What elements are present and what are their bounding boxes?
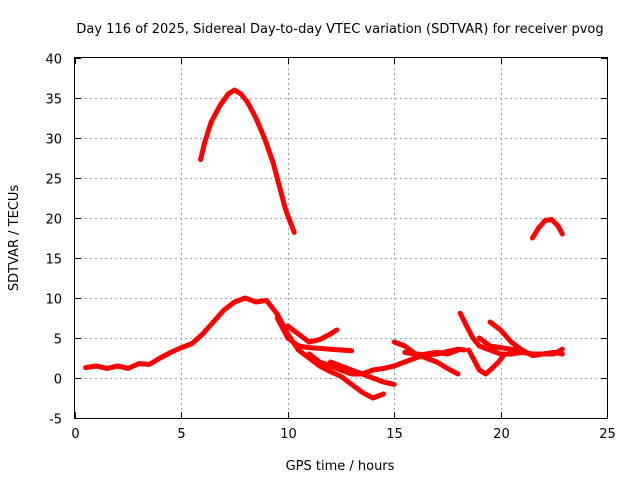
series-track-late-2 xyxy=(327,359,397,387)
series-track-mid xyxy=(274,315,355,354)
y-axis-label: SDTVAR / TECUs xyxy=(7,185,22,292)
axis-ticks: 0 5 10 15 20 25 -5 0 5 10 15 20 25 30 35 40 xyxy=(45,53,615,443)
series-track-late-4 xyxy=(402,346,467,358)
x-tick-label: 0 xyxy=(71,427,79,442)
series-track-late-7 xyxy=(487,319,565,359)
y-tick-label: 25 xyxy=(45,173,62,188)
y-tick-label: 0 xyxy=(54,373,62,388)
y-tick-label: -5 xyxy=(49,413,62,428)
y-tick-label: 30 xyxy=(45,133,62,148)
series-track-main xyxy=(83,295,387,401)
chart-title: Day 116 of 2025, Sidereal Day-to-day VTE… xyxy=(76,22,603,37)
y-tick-label: 15 xyxy=(45,253,62,268)
x-tick-label: 25 xyxy=(599,427,616,442)
series-track-high-arc xyxy=(198,87,297,235)
y-tick-label: 35 xyxy=(45,93,62,108)
x-tick-label: 15 xyxy=(386,427,403,442)
y-tick-label: 5 xyxy=(54,333,62,348)
y-tick-label: 20 xyxy=(45,213,62,228)
series-track-late-6 xyxy=(466,347,508,377)
data-series xyxy=(83,87,565,401)
series-track-mid-2 xyxy=(285,323,340,345)
y-tick-label: 10 xyxy=(45,293,62,308)
x-tick-label: 20 xyxy=(493,427,510,442)
x-tick-label: 10 xyxy=(280,427,297,442)
series-track-late-8 xyxy=(476,335,525,353)
plot-frame xyxy=(74,57,608,419)
y-tick-label: 40 xyxy=(45,53,62,68)
x-tick-label: 5 xyxy=(177,427,185,442)
series-track-end-arc xyxy=(530,217,565,241)
x-axis-label: GPS time / hours xyxy=(286,459,395,474)
series-track-late-3 xyxy=(391,339,461,377)
